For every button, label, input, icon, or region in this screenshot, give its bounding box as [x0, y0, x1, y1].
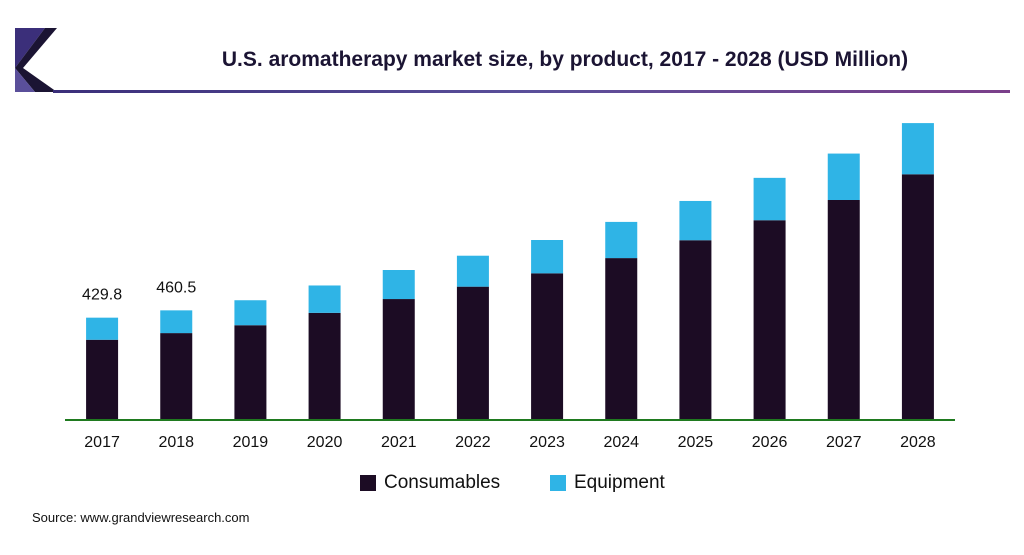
x-tick-label-2022: 2022: [455, 434, 491, 451]
bar-consumables-2025: [679, 240, 712, 420]
x-tick-label-2017: 2017: [84, 434, 120, 451]
legend-label-consumables: Consumables: [384, 472, 501, 493]
bar-equipment-2026: [753, 177, 786, 221]
bar-equipment-2020: [308, 285, 341, 313]
bar-equipment-2017: [86, 317, 119, 340]
x-tick-label-2021: 2021: [381, 434, 417, 451]
x-tick-label-2024: 2024: [603, 434, 639, 451]
bar-consumables-2023: [531, 273, 564, 420]
x-tick-label-2028: 2028: [900, 434, 936, 451]
bar-equipment-2028: [901, 123, 934, 175]
legend-label-equipment: Equipment: [574, 472, 665, 493]
x-tick-label-2023: 2023: [529, 434, 565, 451]
bar-consumables-2021: [382, 299, 415, 420]
legend-swatch-equipment: [550, 475, 566, 491]
x-tick-label-2018: 2018: [158, 434, 194, 451]
source-note: Source: www.grandviewresearch.com: [32, 510, 250, 525]
bar-equipment-2027: [827, 153, 860, 200]
data-label-2018: 460.5: [156, 279, 196, 296]
bar-consumables-2017: [86, 339, 119, 420]
bar-consumables-2019: [234, 325, 267, 420]
brand-logo-icon: [15, 28, 57, 92]
bar-equipment-2023: [531, 240, 564, 274]
bar-consumables-2027: [827, 200, 860, 420]
bar-chart: 2017 429.8 2018 460.5 2019 2020 2021 2022 2023 20…: [65, 123, 955, 451]
bar-consumables-2028: [901, 174, 934, 420]
bar-equipment-2022: [456, 255, 489, 287]
bar-equipment-2025: [679, 200, 712, 241]
legend-item-consumables: Consumables: [360, 472, 500, 494]
data-label-2017: 429.8: [82, 287, 122, 304]
chart-legend: Consumables Equipment: [0, 472, 1024, 502]
x-tick-label-2020: 2020: [307, 434, 343, 451]
bar-equipment-2021: [382, 270, 415, 300]
bar-consumables-2020: [308, 312, 341, 420]
legend-swatch-consumables: [360, 475, 376, 491]
bar-consumables-2024: [605, 258, 638, 420]
bar-consumables-2026: [753, 220, 786, 420]
x-tick-label-2019: 2019: [233, 434, 269, 451]
x-tick-label-2026: 2026: [752, 434, 788, 451]
x-tick-label-2025: 2025: [678, 434, 714, 451]
bar-consumables-2018: [160, 333, 193, 420]
legend-item-equipment: Equipment: [550, 472, 665, 494]
header-divider: [53, 90, 1010, 93]
chart-title: U.S. aromatherapy market size, by produc…: [221, 48, 909, 71]
bar-equipment-2018: [160, 310, 193, 334]
chart-header: U.S. aromatherapy market size, by produc…: [15, 28, 1010, 94]
x-tick-label-2027: 2027: [826, 434, 862, 451]
bar-equipment-2019: [234, 300, 267, 326]
bar-consumables-2022: [456, 286, 489, 420]
bar-equipment-2024: [605, 221, 638, 259]
